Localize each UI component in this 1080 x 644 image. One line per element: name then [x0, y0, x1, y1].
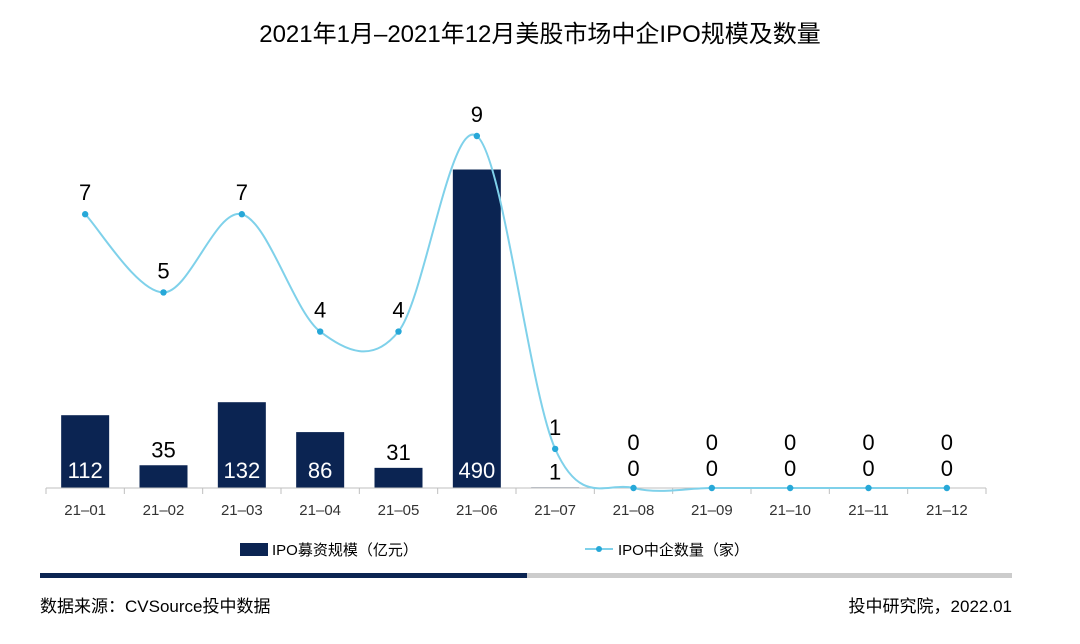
x-tick-label: 21–03: [221, 502, 263, 519]
line-point: [708, 484, 716, 492]
bar-data-label: 31: [386, 440, 410, 465]
credit-note: 投中研究院，2022.01: [849, 597, 1012, 616]
line-data-label: 9: [471, 102, 483, 127]
divider-light: [527, 573, 1012, 578]
x-tick-label: 21–12: [926, 502, 968, 519]
bar-data-label: 0: [627, 456, 639, 481]
line-data-label: 0: [627, 430, 639, 455]
bar: [374, 467, 423, 488]
line-point: [316, 328, 324, 335]
line-path: [84, 133, 947, 492]
line-data-label: 0: [862, 430, 874, 455]
bar-data-label: 86: [308, 458, 332, 483]
line-point: [786, 484, 794, 492]
line-point: [943, 484, 951, 492]
bar-data-label: 0: [706, 456, 718, 481]
bar: [139, 465, 188, 488]
bar-data-label: 112: [68, 458, 103, 483]
divider-dark: [40, 573, 527, 578]
line-point: [473, 132, 481, 140]
x-tick-label: 21–06: [456, 502, 498, 519]
line-data-label: 1: [549, 415, 561, 440]
line-data-label: 7: [79, 180, 91, 205]
divider: [40, 573, 1012, 578]
line-point: [551, 445, 559, 453]
line-point: [238, 211, 246, 218]
legend-bar-swatch: [240, 543, 268, 556]
bar: [61, 415, 110, 488]
x-tick-label: 21–02: [143, 502, 185, 519]
bar-data-label: 132: [223, 458, 260, 483]
line-data-label: 0: [706, 430, 718, 455]
x-tick-label: 21–11: [848, 502, 889, 519]
legend-line-marker: [596, 546, 602, 552]
chart-title: 2021年1月–2021年12月美股市场中企IPO规模及数量: [259, 21, 821, 48]
legend: IPO募资规模（亿元） IPO中企数量（家）: [240, 541, 749, 559]
bar-series: [61, 169, 580, 488]
bar-data-label: 490: [458, 458, 495, 483]
source-note: 数据来源：CVSource投中数据: [40, 597, 270, 616]
bar: [452, 169, 501, 488]
line-data-label: 5: [157, 258, 169, 283]
x-tick-label: 21–08: [613, 502, 655, 519]
legend-line-label: IPO中企数量（家）: [618, 541, 749, 559]
legend-bar-label: IPO募资规模（亿元）: [272, 542, 418, 559]
x-tick-label: 21–09: [691, 502, 733, 519]
line-point: [395, 328, 402, 335]
bar-data-label: 0: [784, 456, 796, 481]
bar-data-label: 0: [862, 456, 874, 481]
bar-data-label: 35: [151, 437, 175, 462]
line-point: [865, 484, 872, 492]
line-data-label: 0: [941, 430, 953, 455]
bar-data-label: 0: [941, 456, 953, 481]
line-series: [81, 132, 951, 492]
line-data-label: 4: [392, 298, 404, 323]
x-tick-label: 21–01: [64, 502, 106, 519]
line-point: [630, 484, 637, 492]
line-data-label: 0: [784, 430, 796, 455]
x-tick-label: 21–05: [378, 502, 420, 519]
x-tick-label: 21–07: [534, 502, 576, 519]
line-point: [81, 211, 89, 218]
bar: [217, 402, 266, 488]
line-data-label: 4: [314, 298, 326, 323]
line-data-label: 7: [236, 180, 248, 205]
x-axis: 21–01 21–02 21–03 21–04 21–05 21–06 21–07 21–08…: [45, 487, 987, 519]
x-tick-label: 21–04: [299, 502, 341, 519]
bar: [296, 432, 345, 488]
line-point: [160, 289, 167, 296]
x-tick-label: 21–10: [769, 502, 811, 519]
bar-data-label: 1: [549, 459, 561, 484]
